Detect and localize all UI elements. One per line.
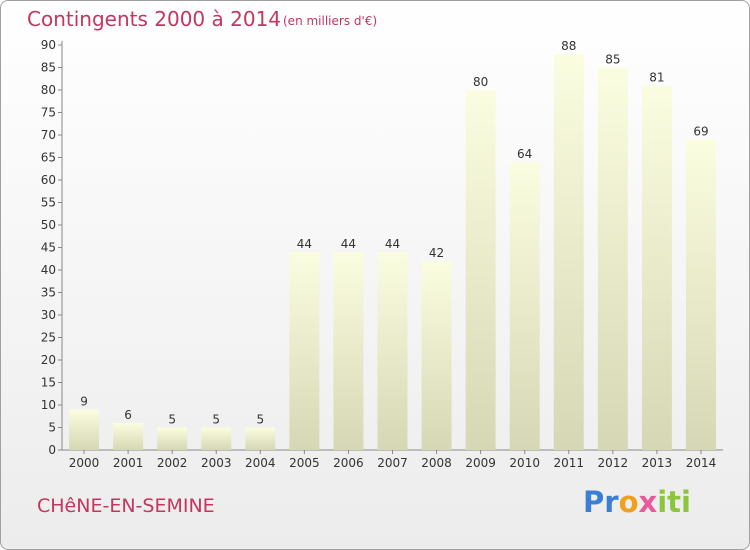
bar — [553, 54, 584, 450]
bar — [289, 252, 320, 450]
proxiti-logo[interactable]: Proxiti — [583, 485, 691, 519]
y-tick-label: 90 — [41, 38, 56, 52]
value-label: 9 — [80, 395, 88, 409]
x-tick-label: 2007 — [377, 456, 408, 470]
bar — [201, 427, 232, 450]
x-tick-label: 2004 — [245, 456, 276, 470]
y-tick-label: 45 — [41, 241, 56, 255]
x-tick-label: 2005 — [289, 456, 320, 470]
y-tick-label: 10 — [41, 398, 56, 412]
bar — [465, 90, 496, 450]
x-tick-label: 2009 — [465, 456, 496, 470]
chart-bars — [69, 54, 716, 450]
value-label: 88 — [561, 39, 576, 53]
bar — [641, 85, 672, 450]
x-tick-label: 2006 — [333, 456, 364, 470]
bar — [157, 427, 188, 450]
bar — [69, 409, 100, 450]
y-tick-label: 5 — [48, 421, 56, 435]
x-tick-label: 2014 — [686, 456, 717, 470]
logo-part: iti — [657, 485, 691, 519]
logo-part: Pr — [583, 485, 619, 519]
logo-part: o — [618, 485, 639, 519]
x-tick-label: 2003 — [201, 456, 232, 470]
bar — [245, 427, 276, 450]
chart-labels: 2000 9 2001 6 2002 5 2003 5 2004 5 2005 44 2006 44 200… — [69, 39, 716, 470]
bar — [421, 261, 452, 450]
y-tick-label: 40 — [41, 263, 56, 277]
y-tick-label: 65 — [41, 151, 56, 165]
value-label: 6 — [124, 408, 132, 422]
x-tick-label: 2001 — [113, 456, 144, 470]
x-tick-label: 2010 — [509, 456, 540, 470]
value-label: 44 — [341, 237, 356, 251]
y-tick-label: 80 — [41, 83, 56, 97]
bar — [597, 67, 628, 450]
chart-subtitle: (en milliers d'€) — [283, 14, 378, 28]
bar — [685, 139, 716, 450]
y-tick-label: 55 — [41, 196, 56, 210]
y-tick-label: 60 — [41, 173, 56, 187]
y-tick-label: 20 — [41, 353, 56, 367]
y-tick-label: 75 — [41, 106, 56, 120]
value-label: 44 — [385, 237, 400, 251]
value-label: 69 — [693, 125, 708, 139]
bar — [113, 423, 144, 450]
value-label: 5 — [256, 413, 264, 427]
value-label: 64 — [517, 147, 532, 161]
x-tick-label: 2000 — [69, 456, 100, 470]
value-label: 85 — [605, 53, 620, 67]
y-tick-label: 25 — [41, 331, 56, 345]
x-tick-label: 2011 — [553, 456, 584, 470]
chart-title: Contingents 2000 à 2014 — [27, 7, 282, 31]
y-tick-label: 70 — [41, 128, 56, 142]
value-label: 5 — [212, 413, 220, 427]
y-tick-label: 0 — [48, 443, 56, 457]
y-tick-label: 35 — [41, 286, 56, 300]
logo-part: x — [638, 485, 658, 519]
y-tick-label: 50 — [41, 218, 56, 232]
value-label: 5 — [168, 413, 176, 427]
x-tick-label: 2012 — [598, 456, 629, 470]
x-tick-label: 2002 — [157, 456, 188, 470]
y-tick-label: 30 — [41, 308, 56, 322]
value-label: 80 — [473, 75, 488, 89]
y-tick-label: 85 — [41, 61, 56, 75]
x-tick-label: 2008 — [421, 456, 452, 470]
bar — [509, 162, 540, 450]
y-tick-label: 15 — [41, 376, 56, 390]
value-label: 44 — [297, 237, 312, 251]
x-tick-label: 2013 — [642, 456, 673, 470]
bar — [333, 252, 364, 450]
place-name: CHêNE-EN-SEMINE — [37, 495, 215, 517]
bar — [377, 252, 408, 450]
value-label: 81 — [649, 71, 664, 85]
value-label: 42 — [429, 246, 444, 260]
